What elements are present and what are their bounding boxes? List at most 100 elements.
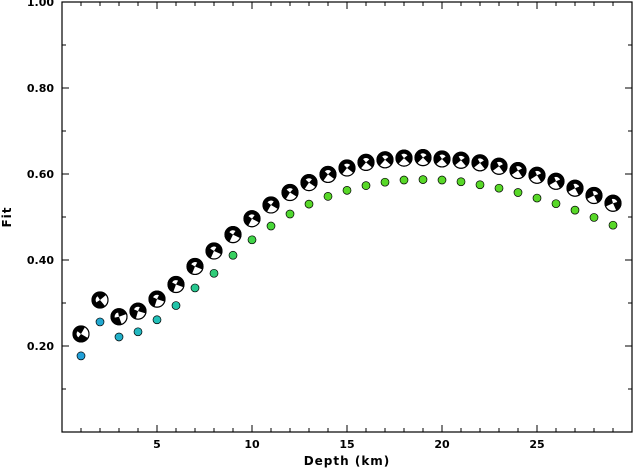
x-axis-title: Depth (km) (304, 454, 391, 468)
fit-point-circle (494, 183, 504, 193)
beachball-dilatational-small (477, 158, 484, 163)
x-tick-label: 25 (529, 438, 544, 451)
axes (61, 1, 633, 433)
fit-point-circle (285, 209, 295, 219)
beachball-outline (167, 275, 185, 294)
beachball-dilatational (492, 166, 504, 175)
x-tick-label: 15 (339, 438, 354, 451)
beachball-dilatational (304, 182, 316, 191)
fit-point-circle (114, 332, 124, 342)
data-points (72, 149, 622, 361)
y-tick-label: 0.20 (27, 340, 54, 353)
beachball-outline (357, 153, 375, 171)
beachball-outline (262, 196, 280, 214)
fit-point-circle (323, 192, 333, 201)
beachball-dilatational-small (95, 296, 100, 303)
beachball-dilatational (511, 170, 523, 179)
beachball-dilatational (549, 181, 560, 190)
fit-point-circle (532, 193, 542, 203)
focal-mechanism-marker (243, 210, 261, 228)
focal-mechanism-marker (376, 151, 394, 169)
focal-mechanism-marker (148, 290, 166, 308)
beachball-outline (547, 172, 565, 190)
beachball-dilatational-small (229, 230, 236, 235)
beachball-outline (281, 183, 299, 202)
beachball-dilatational (267, 204, 278, 213)
beachball-dilatational (342, 167, 354, 176)
beachball-dilatational (398, 158, 410, 167)
focal-mechanism-marker (186, 257, 204, 276)
beachball-dilatational (454, 160, 467, 169)
beachball-dilatational (360, 162, 373, 171)
focal-mechanism-marker (205, 242, 223, 260)
fit-point-circle (475, 180, 485, 190)
beachball-outline (129, 302, 147, 320)
focal-mechanism-marker (414, 149, 432, 167)
beachball-outline (528, 166, 546, 184)
beachball-dilatational-small (401, 153, 408, 159)
fit-point-circle (589, 213, 599, 222)
beachball-outline (414, 149, 432, 167)
beachball-dilatational-small (172, 280, 179, 285)
fit-point-circle (266, 221, 276, 231)
beachball-dilatational-small (420, 153, 427, 158)
beachball-dilatational-small (133, 306, 140, 312)
y-tick-label: 0.60 (27, 168, 54, 181)
fit-point-circle (304, 199, 314, 209)
beachball-dilatational-small (343, 163, 351, 168)
beachball-dilatational-small (496, 161, 503, 167)
focal-mechanism-marker (224, 226, 242, 244)
beachball-dilatational-small (305, 178, 312, 183)
beachball-outline (376, 151, 394, 169)
beachball-dilatational-small (191, 262, 198, 267)
focal-mechanism-marker (72, 325, 90, 343)
beachball-outline (319, 165, 337, 184)
beachball-outline (205, 242, 223, 260)
focal-mechanism-marker (604, 194, 622, 212)
fit-point-circle (513, 188, 523, 197)
y-tick-label: 1.00 (27, 0, 54, 9)
focal-mechanism-marker (528, 166, 546, 184)
beachball-dilatational-small (554, 176, 561, 182)
fit-point-circle (456, 177, 466, 187)
beachball-outline (148, 290, 166, 308)
fit-point-circle (380, 177, 390, 187)
fit-point-circle (342, 185, 352, 195)
beachball-outline (471, 154, 489, 172)
beachball-dilatational-small (611, 198, 618, 204)
beachball-outline (509, 161, 527, 180)
ticks: 5 10 15 20 25 0.20 0.40 0.60 0.80 1.00 (27, 0, 633, 451)
focal-mechanism-marker (357, 153, 375, 171)
focal-mechanism-marker (110, 308, 128, 326)
beachball-outline (585, 186, 603, 205)
y-axis-title: Fit (0, 206, 14, 227)
focal-mechanism-marker (300, 174, 318, 192)
fit-point-circle (95, 317, 105, 327)
beachball-dilatational-small (516, 166, 522, 171)
beachball-outline (186, 257, 204, 276)
beachball-outline (300, 174, 318, 192)
beachball-dilatational-small (439, 154, 446, 159)
fit-point-circle (228, 250, 238, 260)
fit-point-circle (247, 235, 257, 245)
beachball-outline (490, 157, 508, 175)
beachball-dilatational-small (286, 188, 293, 193)
fit-point-circle (76, 351, 86, 361)
beachball-dilatational (81, 327, 89, 338)
beachball-dilatational-small (248, 214, 255, 219)
beachball-dilatational-small (324, 170, 332, 175)
beachball-dilatational (417, 157, 429, 166)
beachball-outline (395, 149, 413, 167)
beachball-dilatational (379, 159, 391, 168)
focal-mechanism-marker (262, 196, 280, 214)
beachball-dilatational (323, 174, 335, 183)
fit-point-circle (418, 175, 428, 184)
fit-point-circle (361, 181, 371, 190)
beachball-outline (91, 291, 109, 309)
beachball-dilatational-small (114, 312, 119, 318)
beachball-dilatational-small (592, 191, 599, 196)
beachball-dilatational-small (573, 183, 580, 189)
beachball-dilatational-small (210, 246, 217, 251)
fit-point-circle (570, 205, 580, 215)
